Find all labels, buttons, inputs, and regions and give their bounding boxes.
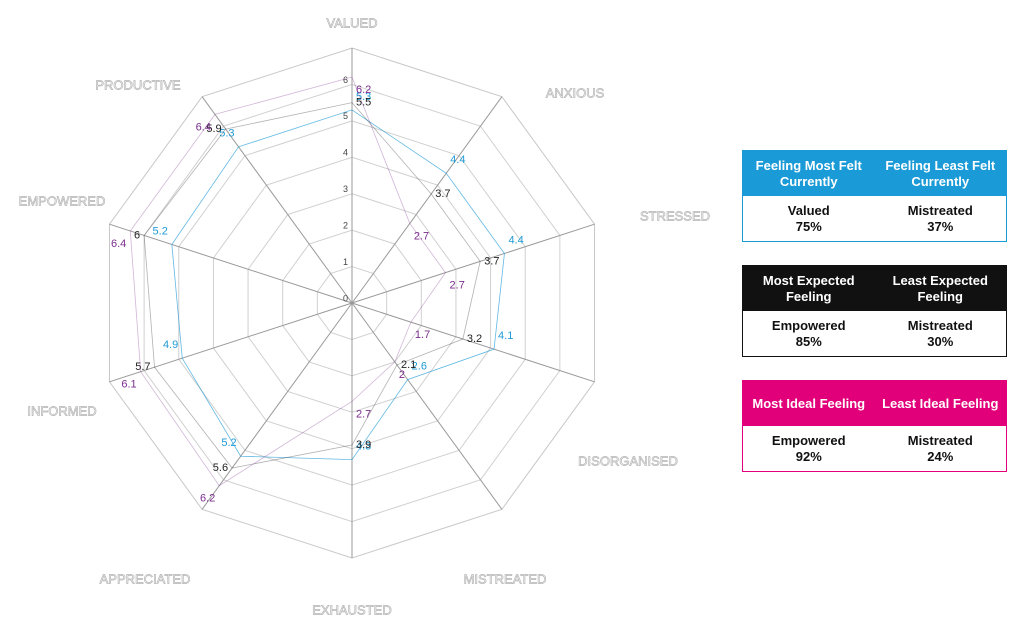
value-label: 5.2 bbox=[153, 225, 168, 237]
feeling-percent: 30% bbox=[927, 334, 954, 349]
feeling-name: Empowered bbox=[771, 433, 846, 448]
feeling-name: Mistreated bbox=[907, 318, 973, 333]
value-label: 2.1 bbox=[401, 359, 416, 371]
value-label: 6.2 bbox=[200, 493, 215, 505]
axis-line bbox=[351, 223, 595, 304]
value-label: 5.2 bbox=[221, 437, 236, 449]
value-label: 4.4 bbox=[508, 234, 523, 246]
panel-header: Most Expected Feeling Least Expected Feel… bbox=[743, 266, 1006, 311]
r-tick-label: 6 bbox=[343, 75, 348, 85]
axis-label: PRODUCTIVE bbox=[95, 77, 181, 92]
panel-cell: Mistreated 24% bbox=[875, 433, 1007, 465]
header-text: Feeling Least Felt Currently bbox=[885, 157, 996, 189]
value-label: 4.1 bbox=[498, 330, 513, 342]
header-text: Least Ideal Feeling bbox=[882, 395, 999, 411]
series-line bbox=[129, 76, 447, 487]
value-label: 6.2 bbox=[356, 84, 371, 96]
r-tick-label: 1 bbox=[343, 257, 348, 267]
axis-label: EXHAUSTED bbox=[312, 602, 391, 617]
axis-label: INFORMED bbox=[27, 403, 96, 418]
value-label: 5.7 bbox=[135, 361, 150, 373]
panel-cell: Mistreated 37% bbox=[875, 203, 1007, 235]
value-label: 2.7 bbox=[414, 230, 429, 242]
axis-label: VALUED bbox=[326, 15, 377, 30]
value-label: 5.3 bbox=[219, 128, 234, 140]
panel-cell: Mistreated 30% bbox=[875, 318, 1007, 350]
value-label: 5.9 bbox=[206, 123, 221, 135]
value-label: 5.5 bbox=[356, 97, 371, 109]
axis-label: APPRECIATED bbox=[100, 571, 191, 586]
feeling-percent: 37% bbox=[927, 219, 954, 234]
axis-line bbox=[351, 302, 595, 383]
panel-body: Valued 75% Mistreated 37% bbox=[743, 196, 1006, 235]
summary-panel: Feeling Most Felt Currently Feeling Least… bbox=[742, 150, 1007, 242]
axis-line bbox=[351, 96, 503, 304]
feeling-percent: 24% bbox=[927, 449, 954, 464]
r-tick-label: 5 bbox=[343, 111, 348, 121]
r-tick-label: 3 bbox=[343, 184, 348, 194]
value-label: 5.6 bbox=[213, 462, 228, 474]
axis-label: MISTREATED bbox=[464, 571, 547, 586]
value-label: 2.7 bbox=[450, 280, 465, 292]
value-label: 6.4 bbox=[111, 238, 126, 250]
feeling-percent: 92% bbox=[795, 449, 822, 464]
r-tick-label: 4 bbox=[343, 148, 348, 158]
summary-panel: Most Ideal Feeling Least Ideal Feeling Emp… bbox=[742, 380, 1007, 472]
value-label: 3.7 bbox=[435, 188, 450, 200]
summary-panel: Most Expected Feeling Least Expected Feel… bbox=[742, 265, 1007, 357]
value-label: 2.6 bbox=[412, 361, 427, 373]
value-label: 4.4 bbox=[450, 154, 465, 166]
series-line bbox=[143, 102, 481, 469]
value-label: 5.3 bbox=[356, 91, 371, 103]
value-label: 4.3 bbox=[356, 441, 371, 453]
value-label: 2 bbox=[399, 369, 405, 381]
value-label: 3.7 bbox=[484, 255, 499, 267]
panel-body: Empowered 92% Mistreated 24% bbox=[743, 426, 1006, 465]
axis-line bbox=[351, 302, 503, 510]
axis-line bbox=[201, 302, 353, 510]
panel-header: Feeling Most Felt Currently Feeling Least… bbox=[743, 151, 1006, 196]
axis-line bbox=[201, 96, 353, 304]
feeling-percent: 85% bbox=[795, 334, 822, 349]
panel-cell: Valued 75% bbox=[743, 203, 875, 235]
feeling-name: Mistreated bbox=[907, 203, 973, 218]
axis-line bbox=[109, 302, 353, 383]
value-label: 3.9 bbox=[356, 439, 371, 451]
axis-label: DISORGANISED bbox=[578, 453, 678, 468]
header-text: Most Ideal Feeling bbox=[752, 395, 866, 411]
panel-cell: Empowered 85% bbox=[743, 318, 875, 350]
axis-label: EMPOWERED bbox=[19, 193, 106, 208]
panel-cell: Empowered 92% bbox=[743, 433, 875, 465]
r-tick-label: 2 bbox=[343, 221, 348, 231]
value-label: 6.4 bbox=[196, 121, 211, 133]
value-label: 1.7 bbox=[415, 329, 430, 341]
panel-body: Empowered 85% Mistreated 30% bbox=[743, 311, 1006, 350]
series-line bbox=[171, 109, 505, 461]
header-text: Least Expected Feeling bbox=[892, 272, 988, 304]
axis-line bbox=[109, 223, 353, 304]
header-text: Feeling Most Felt Currently bbox=[755, 157, 862, 189]
panel-header: Most Ideal Feeling Least Ideal Feeling bbox=[743, 381, 1006, 426]
value-label: 3.2 bbox=[467, 333, 482, 345]
value-label: 6.1 bbox=[121, 379, 136, 391]
r-tick-label: 0 bbox=[343, 293, 348, 303]
feeling-name: Empowered bbox=[771, 318, 846, 333]
feeling-name: Valued bbox=[787, 203, 830, 218]
feeling-name: Mistreated bbox=[907, 433, 973, 448]
value-label: 6 bbox=[134, 229, 140, 241]
axis-label: STRESSED bbox=[640, 208, 710, 223]
value-label: 2.7 bbox=[356, 408, 371, 420]
radar-chart: 0 1 2 3 4 5 6 VALUED ANXIOUS STRESSED DISORGANISED… bbox=[18, 15, 710, 618]
axis-label: ANXIOUS bbox=[546, 85, 605, 100]
feeling-percent: 75% bbox=[795, 219, 822, 234]
value-label: 4.9 bbox=[163, 339, 178, 351]
header-text: Most Expected Feeling bbox=[762, 272, 855, 304]
